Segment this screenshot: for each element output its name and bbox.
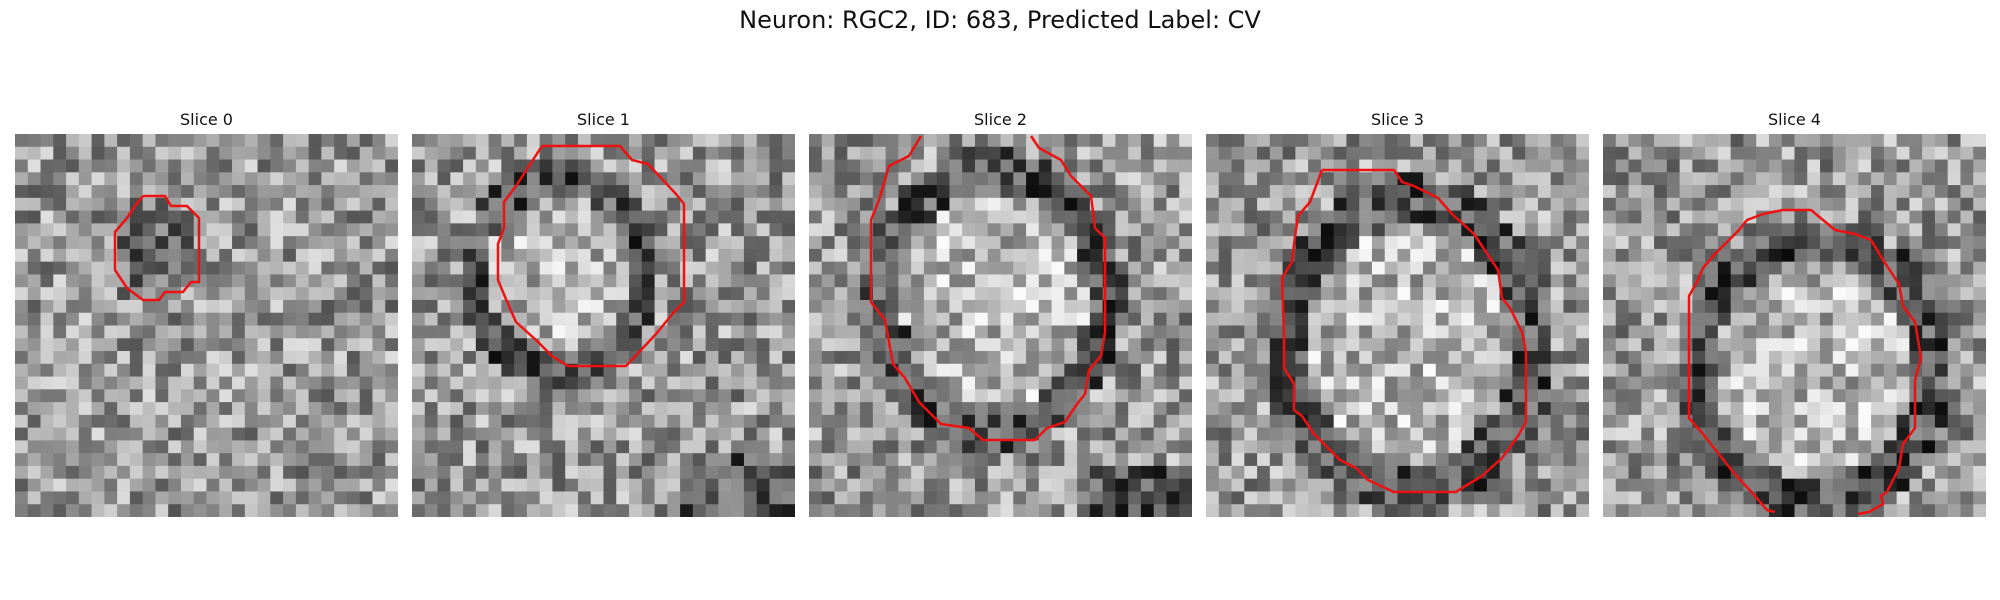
slice-panel-3: Slice 3 xyxy=(1206,108,1589,517)
slice-panel-2: Slice 2 xyxy=(809,108,1192,517)
slice-image-1 xyxy=(412,134,795,517)
slice-title: Slice 4 xyxy=(1768,110,1821,129)
slice-image-0 xyxy=(15,134,398,517)
slice-panel-4: Slice 4 xyxy=(1603,108,1986,517)
segmentation-contour xyxy=(1280,168,1528,494)
slice-image-2 xyxy=(809,134,1192,517)
slice-title: Slice 3 xyxy=(1371,110,1424,129)
slice-panel-1: Slice 1 xyxy=(412,108,795,517)
slice-title: Slice 1 xyxy=(577,110,630,129)
segmentation-contour xyxy=(1687,208,1923,516)
segmentation-contour xyxy=(496,144,686,368)
segmentation-contour xyxy=(869,135,1107,442)
slice-image-4 xyxy=(1603,134,1986,517)
slice-image-3 xyxy=(1206,134,1589,517)
figure-title: Neuron: RGC2, ID: 683, Predicted Label: … xyxy=(739,6,1261,34)
segmentation-contour xyxy=(113,194,201,302)
slice-title: Slice 2 xyxy=(974,110,1027,129)
slice-panel-0: Slice 0 xyxy=(15,108,398,517)
slice-title: Slice 0 xyxy=(180,110,233,129)
